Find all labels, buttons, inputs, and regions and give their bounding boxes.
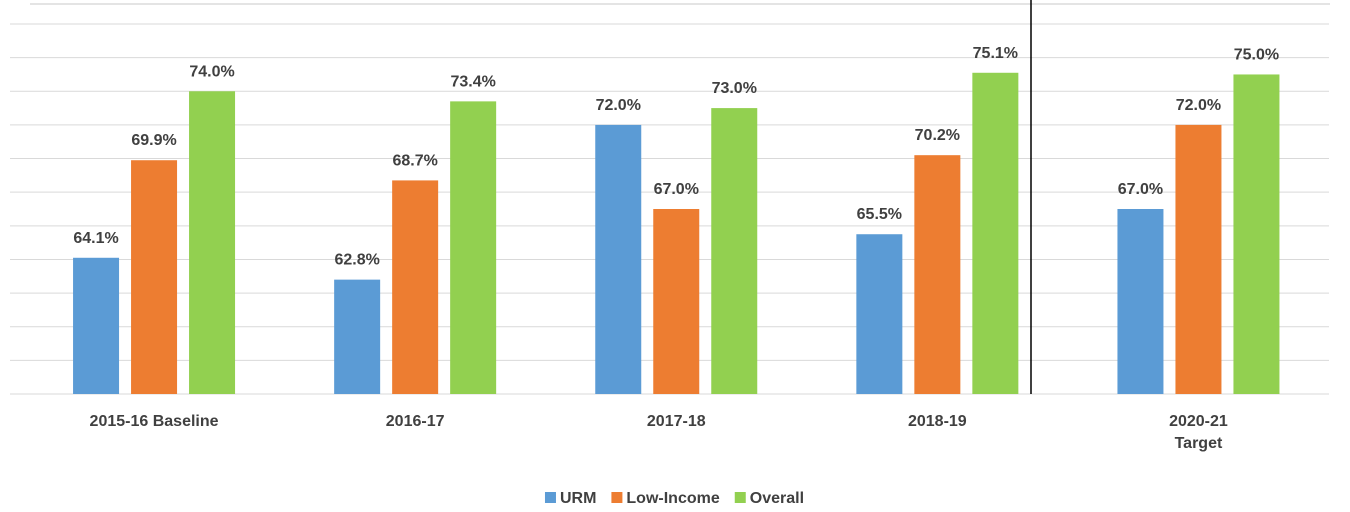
bar — [711, 108, 758, 394]
data-label: 67.0% — [1118, 181, 1163, 198]
bar — [392, 180, 439, 394]
x-tick-label: 2016-17 — [385, 413, 445, 430]
data-label: 62.8% — [334, 252, 379, 269]
data-label: 75.1% — [973, 45, 1018, 62]
legend-swatch — [544, 492, 556, 503]
bar — [131, 160, 178, 394]
legend-label: Low-Income — [626, 490, 719, 507]
data-label: 73.4% — [450, 73, 495, 90]
legend-label: URM — [560, 490, 596, 507]
legend-label: Overall — [750, 490, 804, 507]
bar — [1233, 74, 1280, 395]
bar — [856, 234, 903, 394]
bar — [1175, 124, 1222, 394]
bar — [73, 257, 120, 394]
x-tick-label: 2017-18 — [646, 413, 706, 430]
x-tick-label: 2020-21 Target — [1169, 413, 1228, 452]
data-label: 64.1% — [73, 230, 118, 247]
x-tick-label: 2018-19 — [907, 413, 967, 430]
bar — [450, 101, 497, 394]
bar — [972, 72, 1019, 394]
bar — [914, 155, 961, 394]
bar — [653, 209, 700, 394]
bar — [334, 279, 381, 394]
legend-swatch — [611, 492, 623, 503]
data-label: 74.0% — [189, 63, 234, 80]
data-label: 69.9% — [131, 132, 176, 149]
data-label: 73.0% — [712, 80, 757, 97]
data-label: 72.0% — [1176, 97, 1221, 114]
data-label: 75.0% — [1234, 46, 1279, 63]
legend-swatch — [734, 492, 746, 503]
bar — [595, 124, 642, 394]
x-tick-label: 2015-16 Baseline — [89, 413, 219, 430]
data-label: 65.5% — [857, 206, 902, 223]
data-label: 70.2% — [915, 127, 960, 144]
data-label: 67.0% — [654, 181, 699, 198]
data-label: 68.7% — [392, 152, 437, 169]
bar — [189, 91, 236, 394]
bar — [1117, 209, 1164, 394]
data-label: 72.0% — [596, 97, 641, 114]
